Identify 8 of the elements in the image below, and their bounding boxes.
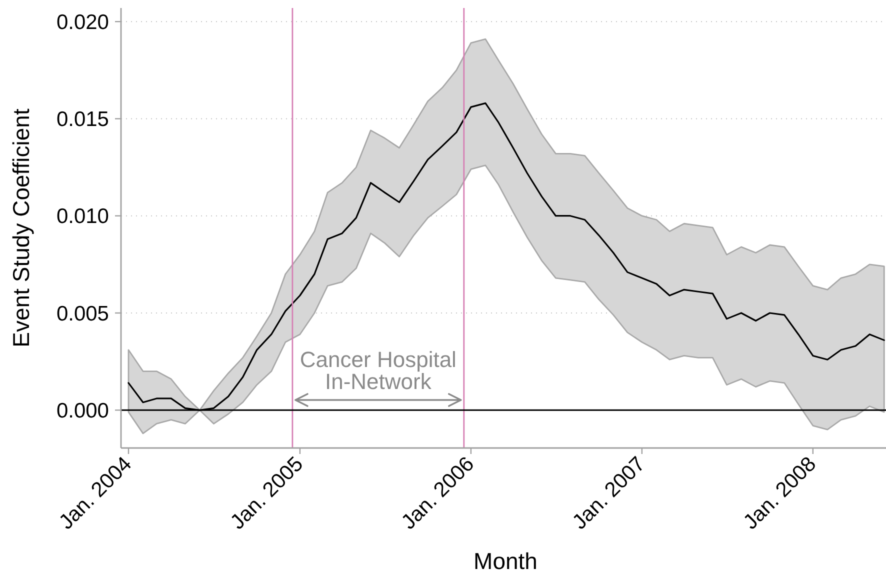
annotation: Cancer Hospital In-Network <box>300 347 456 394</box>
y-tick-label: 0.005 <box>56 302 109 326</box>
y-tick-label: 0.015 <box>56 108 109 132</box>
y-axis-title: Event Study Coefficient <box>8 108 34 348</box>
y-tick-label: 0.020 <box>56 10 109 34</box>
x-axis-title: Month <box>474 548 538 573</box>
y-tick-label: 0.000 <box>56 399 109 422</box>
y-tick-label: 0.010 <box>56 205 109 228</box>
